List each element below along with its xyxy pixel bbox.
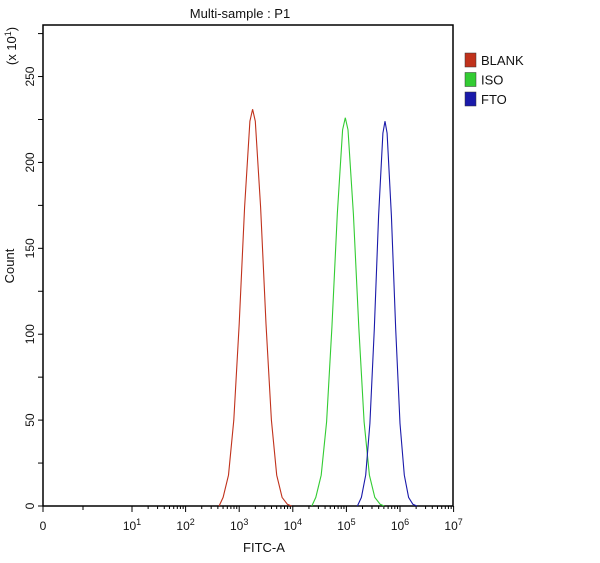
y-tick-label: 0 bbox=[23, 502, 37, 509]
series-line-fto bbox=[356, 121, 418, 507]
x-tick-label: 101 bbox=[123, 517, 141, 533]
series-line-iso bbox=[311, 117, 385, 507]
y-tick-label: 150 bbox=[23, 238, 37, 258]
x-tick-label: 104 bbox=[284, 517, 302, 533]
x-tick-label: 107 bbox=[444, 517, 462, 533]
x-tick-label: 105 bbox=[337, 517, 355, 533]
y-tick-label: 100 bbox=[23, 324, 37, 344]
x-tick-label: 103 bbox=[230, 517, 248, 533]
series-group bbox=[218, 109, 418, 507]
y-tick-label: 50 bbox=[23, 413, 37, 427]
y-tick-label: 250 bbox=[23, 66, 37, 86]
legend-label-blank: BLANK bbox=[481, 53, 524, 68]
legend-label-iso: ISO bbox=[481, 73, 503, 88]
x-axis-label: FITC-A bbox=[243, 540, 285, 555]
legend-label-fto: FTO bbox=[481, 92, 507, 107]
x-axis: 0 101 102 103 104 105 106 107 bbox=[40, 506, 463, 533]
y-axis: 0 50 100 150 200 250 bbox=[23, 33, 43, 509]
chart-title: Multi-sample : P1 bbox=[190, 6, 290, 21]
legend-swatch-fto bbox=[464, 91, 477, 107]
y-multiplier-label: (x 101) bbox=[3, 27, 19, 65]
plot-border bbox=[42, 24, 454, 507]
legend-swatch-iso bbox=[464, 72, 477, 87]
legend: BLANK ISO FTO bbox=[464, 52, 524, 107]
y-tick-label: 200 bbox=[23, 152, 37, 172]
x-tick-label: 0 bbox=[40, 519, 47, 533]
x-tick-label: 106 bbox=[391, 517, 409, 533]
x-tick-label: 102 bbox=[176, 517, 194, 533]
plot-frame bbox=[42, 24, 454, 507]
series-line-blank bbox=[218, 109, 292, 507]
legend-swatch-blank bbox=[464, 52, 477, 68]
y-axis-label: Count bbox=[2, 248, 17, 283]
